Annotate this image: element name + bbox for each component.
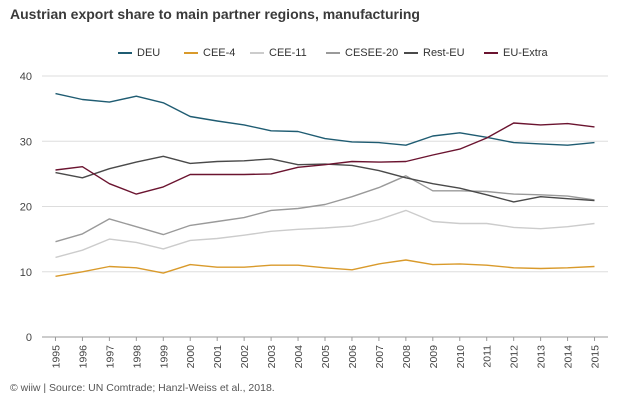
x-tick-label: 2003	[266, 345, 278, 369]
series-line-cesee-20	[55, 175, 595, 243]
legend-swatch	[484, 52, 498, 54]
legend-label: Rest-EU	[423, 47, 465, 59]
chart-legend: DEU CEE-4 CEE-11 CESEE-20 Rest-EU EU-Extra	[0, 44, 620, 62]
x-tick-label: 2015	[590, 345, 602, 369]
legend-label: DEU	[137, 47, 161, 59]
legend-item-deu: DEU	[118, 44, 160, 62]
legend-item-cee-11: CEE-11	[250, 44, 307, 62]
x-tick-label: 2004	[293, 345, 305, 369]
x-tick-label: 1998	[131, 345, 143, 369]
x-tick-label: 1997	[104, 345, 116, 369]
x-tick-label: 2010	[455, 345, 467, 369]
x-tick-label: 2009	[428, 345, 440, 369]
x-tick-label: 2000	[185, 345, 197, 369]
legend-label: CEE-11	[269, 47, 307, 59]
legend-swatch	[404, 52, 418, 54]
chart-title: Austrian export share to main partner re…	[10, 6, 420, 22]
x-tick-label: 2006	[347, 345, 359, 369]
legend-label: CESEE-20	[345, 47, 399, 59]
legend-swatch	[326, 52, 340, 54]
legend-item-rest-eu: Rest-EU	[404, 44, 465, 62]
x-tick-label: 2007	[374, 345, 386, 369]
source-note: © wiiw | Source: UN Comtrade; Hanzl-Weis…	[10, 382, 275, 394]
legend-swatch	[184, 52, 198, 54]
x-tick-label: 2013	[536, 345, 548, 369]
series-line-deu	[55, 92, 595, 146]
series-line-cee-11	[55, 209, 595, 259]
y-tick-label: 0	[26, 332, 32, 344]
x-tick-label: 2005	[320, 345, 332, 369]
series-line-cee-4	[55, 259, 595, 277]
x-tick-label: 2012	[509, 345, 521, 369]
series-line-rest-eu	[55, 155, 595, 203]
legend-item-cee-4: CEE-4	[184, 44, 235, 62]
legend-item-eu-extra: EU-Extra	[484, 44, 548, 62]
legend-item-cesee-20: CESEE-20	[326, 44, 398, 62]
y-tick-label: 10	[20, 267, 32, 279]
x-tick-label: 2014	[563, 345, 575, 369]
x-tick-label: 2002	[239, 345, 251, 369]
x-tick-label: 1999	[158, 345, 170, 369]
x-tick-label: 2001	[212, 345, 224, 369]
legend-label: EU-Extra	[503, 47, 548, 59]
y-tick-label: 40	[20, 71, 32, 83]
y-tick-label: 20	[20, 202, 32, 214]
x-tick-label: 1995	[50, 345, 62, 369]
y-tick-label: 30	[20, 136, 32, 148]
legend-label: CEE-4	[203, 47, 236, 59]
legend-swatch	[118, 52, 132, 54]
x-tick-label: 1996	[77, 345, 89, 369]
legend-swatch	[250, 52, 264, 54]
x-tick-label: 2008	[401, 345, 413, 369]
line-chart: 0 10 20 30 40 1995 1996 1997 1998 1999 2000 2001 200…	[20, 71, 608, 369]
x-tick-label: 2011	[482, 345, 494, 368]
series-line-eu-extra	[55, 122, 595, 195]
